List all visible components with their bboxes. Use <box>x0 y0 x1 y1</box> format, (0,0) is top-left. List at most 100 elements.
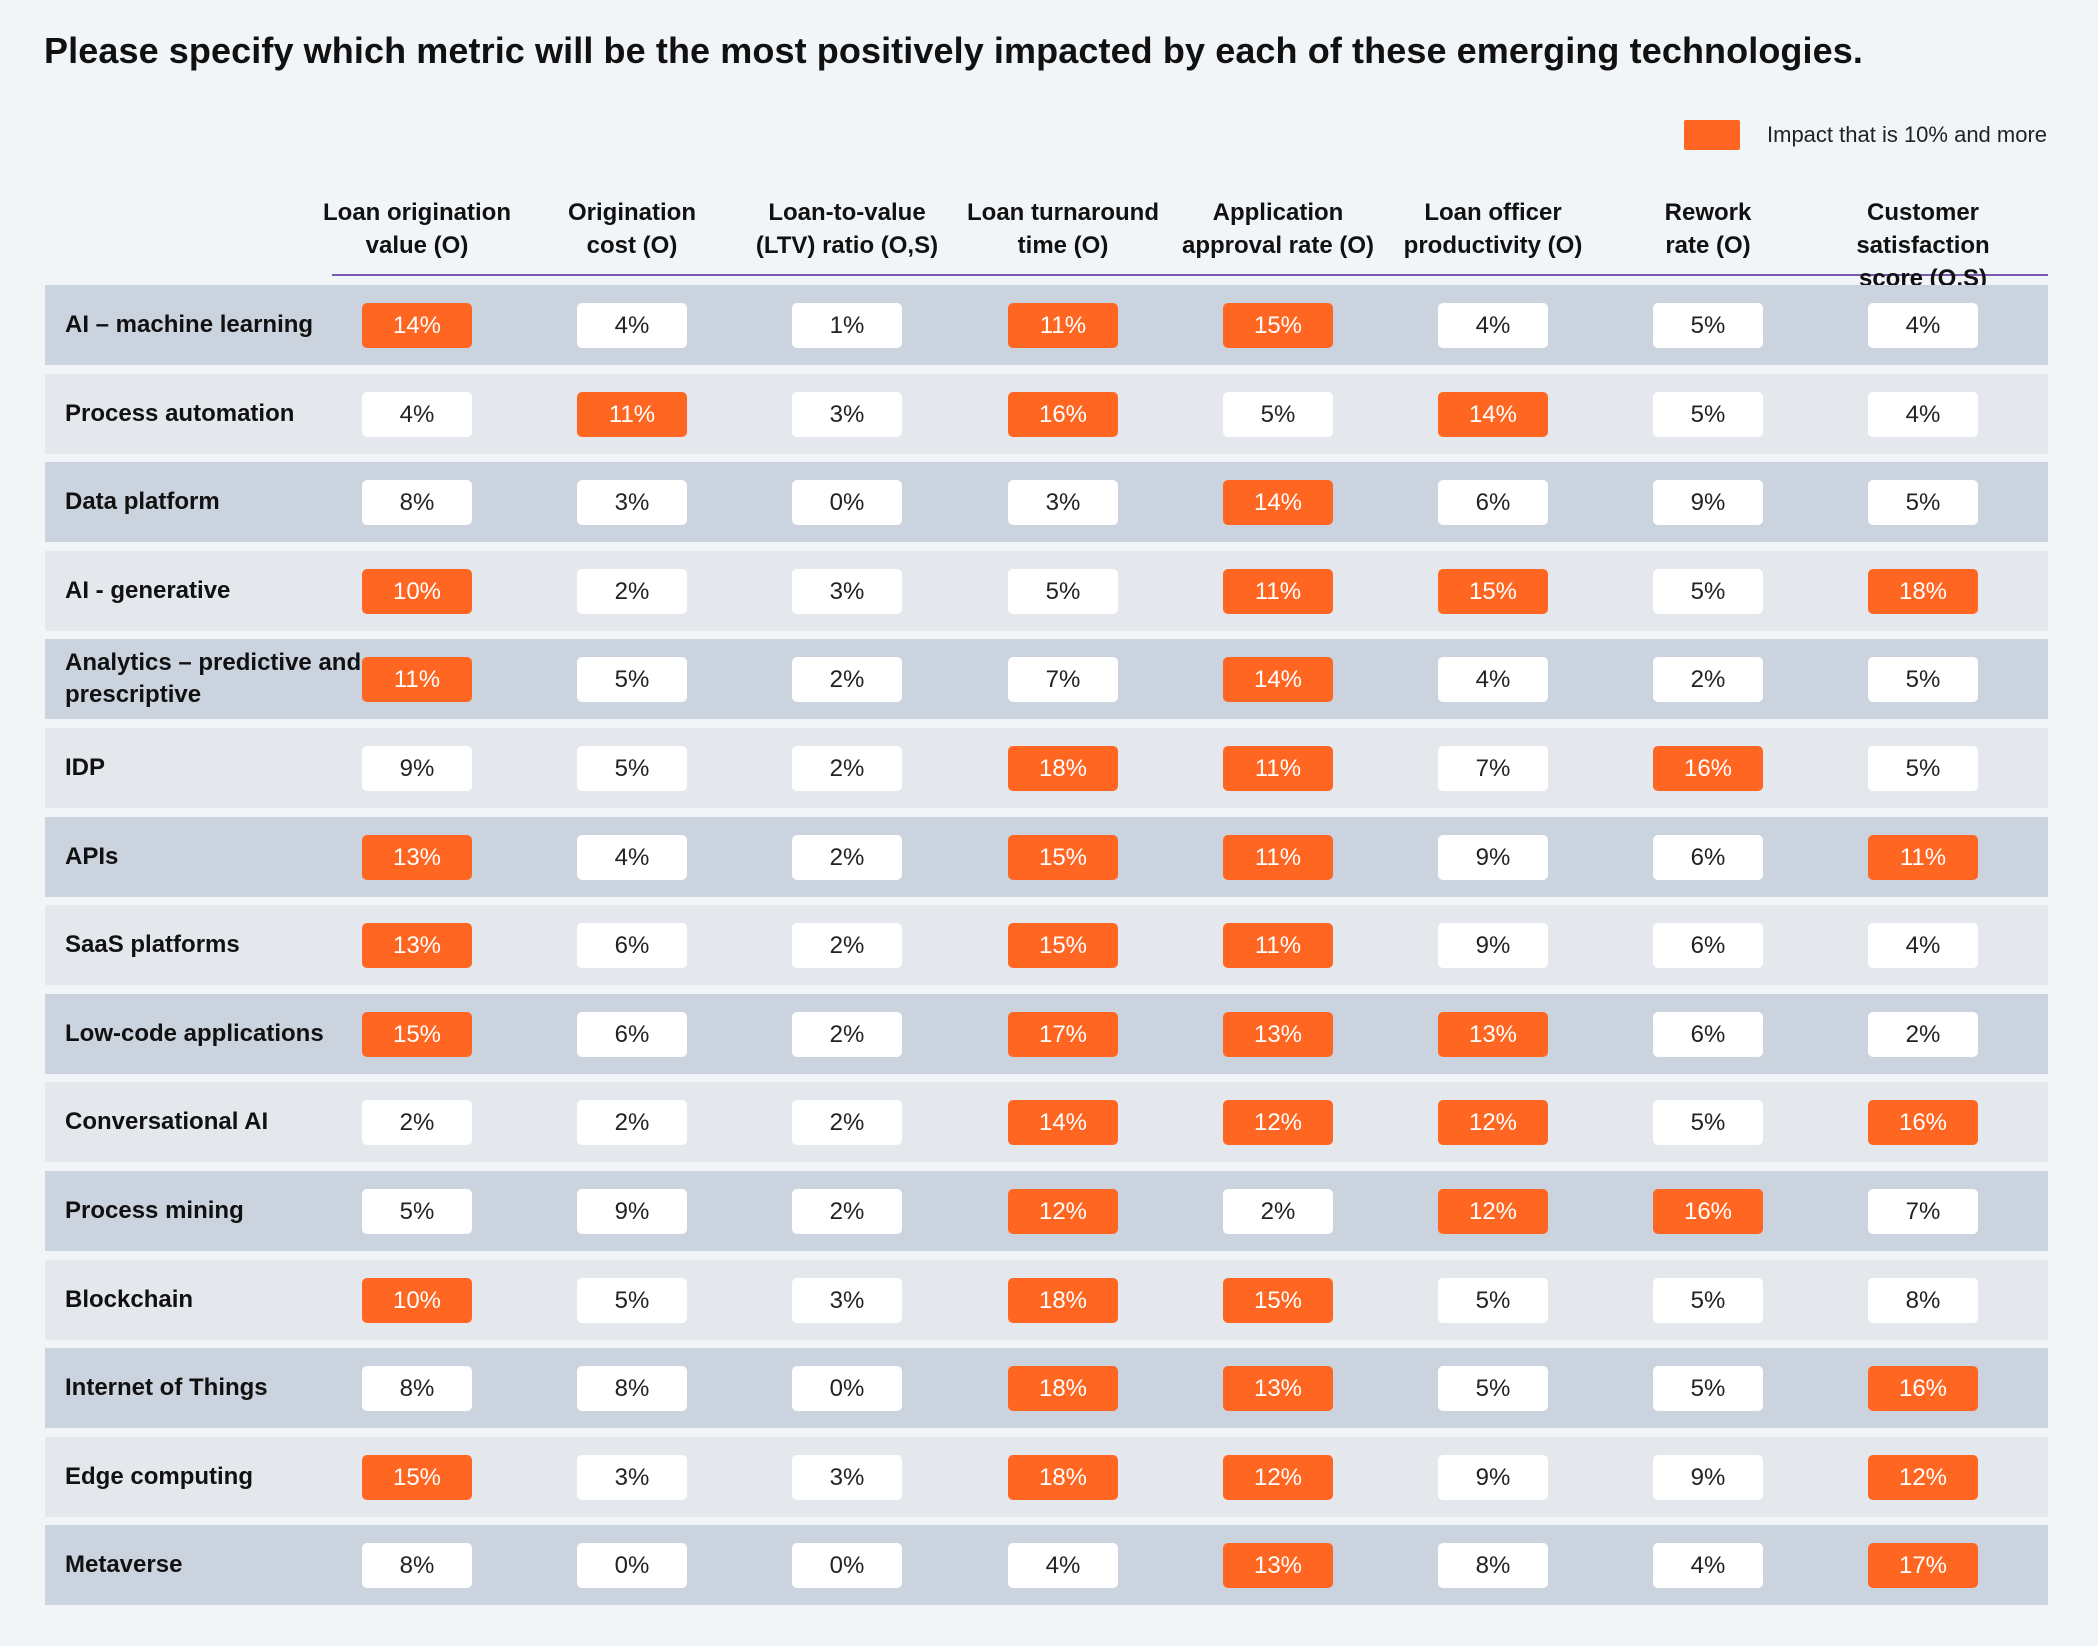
table-cell: 2% <box>577 1100 687 1145</box>
table-cell: 13% <box>362 923 472 968</box>
table-cell: 15% <box>1438 569 1548 614</box>
table-cell: 4% <box>1438 303 1548 348</box>
table-cell: 12% <box>1868 1455 1978 1500</box>
table-cell: 5% <box>1653 569 1763 614</box>
table-cell: 13% <box>1223 1366 1333 1411</box>
table-cell: 11% <box>1223 569 1333 614</box>
table-cell: 12% <box>1438 1100 1548 1145</box>
row-label: AI - generative <box>65 577 231 604</box>
table-cell: 15% <box>1223 1278 1333 1323</box>
table-cell: 4% <box>1008 1543 1118 1588</box>
row-label: Blockchain <box>65 1286 194 1313</box>
table-cell: 3% <box>1008 480 1118 525</box>
table-cell: 14% <box>1008 1100 1118 1145</box>
row-label: Data platform <box>65 488 220 515</box>
table-cell: 2% <box>792 1012 902 1057</box>
table-cell: 5% <box>1008 569 1118 614</box>
table-cell: 8% <box>577 1366 687 1411</box>
column-header: Customer satisfaction score (O,S) <box>1856 199 1990 292</box>
table-cell: 10% <box>362 1278 472 1323</box>
table-cell: 2% <box>577 569 687 614</box>
table-cell: 9% <box>1653 1455 1763 1500</box>
table-cell: 2% <box>792 1100 902 1145</box>
table-cell: 3% <box>792 1278 902 1323</box>
table-cell: 5% <box>1653 1278 1763 1323</box>
table-cell: 12% <box>1008 1189 1118 1234</box>
table-cell: 15% <box>1008 835 1118 880</box>
table-cell: 11% <box>1223 923 1333 968</box>
table-cell: 8% <box>1438 1543 1548 1588</box>
table-cell: 4% <box>362 392 472 437</box>
table-row: IDP 9% 5% 2% 18% 11% 7% 16% 5% <box>45 728 2048 808</box>
table-row: AI - generative 10% 2% 3% 5% 11% 15% 5% 18% <box>45 551 2048 631</box>
table-cell: 2% <box>362 1100 472 1145</box>
table-cell: 5% <box>577 657 687 702</box>
table-cell: 2% <box>792 746 902 791</box>
table-cell: 5% <box>1868 480 1978 525</box>
table-cell: 16% <box>1008 392 1118 437</box>
table-cell: 9% <box>1653 480 1763 525</box>
table-cell: 2% <box>792 1189 902 1234</box>
table-cell: 15% <box>1008 923 1118 968</box>
table-cell: 16% <box>1653 1189 1763 1234</box>
table-cell: 6% <box>577 1012 687 1057</box>
legend-swatch <box>1684 120 1740 150</box>
table-row: Metaverse 8% 0% 0% 4% 13% 8% 4% 17% <box>45 1525 2048 1605</box>
table-cell: 5% <box>577 1278 687 1323</box>
table-cell: 4% <box>1868 303 1978 348</box>
table-cell: 6% <box>1438 480 1548 525</box>
table-cell: 14% <box>1223 657 1333 702</box>
table-cell: 8% <box>362 1543 472 1588</box>
legend-label: Impact that is 10% and more <box>1767 122 2048 147</box>
page-title: Please specify which metric will be the … <box>44 30 1863 71</box>
table-cell: 8% <box>1868 1278 1978 1323</box>
table-cell: 5% <box>1868 657 1978 702</box>
table-cell: 9% <box>1438 835 1548 880</box>
table-row: Internet of Things 8% 8% 0% 18% 13% 5% 5% 16% <box>45 1348 2048 1428</box>
table-cell: 18% <box>1868 569 1978 614</box>
table-row: AI – machine learning 14% 4% 1% 11% 15% 4% 5% 4% <box>45 285 2048 365</box>
table-cell: 2% <box>1868 1012 1978 1057</box>
column-header: Loan-to-value (LTV) ratio (O,S) <box>755 199 939 259</box>
table-cell: 5% <box>1653 303 1763 348</box>
table-cell: 11% <box>577 392 687 437</box>
table-cell: 14% <box>1438 392 1548 437</box>
table-row: SaaS platforms 13% 6% 2% 15% 11% 9% 6% 4% <box>45 905 2048 985</box>
table-cell: 0% <box>792 1543 902 1588</box>
table-cell: 4% <box>1653 1543 1763 1588</box>
table-cell: 4% <box>577 303 687 348</box>
row-label: Internet of Things <box>65 1374 268 1401</box>
table-cell: 0% <box>577 1543 687 1588</box>
table-cell: 2% <box>792 835 902 880</box>
column-header: Loan turnaround time (O) <box>967 199 1159 259</box>
table-cell: 5% <box>577 746 687 791</box>
table-row: Conversational AI 2% 2% 2% 14% 12% 12% 5% 16% <box>45 1082 2048 1162</box>
table-cell: 17% <box>1868 1543 1978 1588</box>
table-cell: 7% <box>1868 1189 1978 1234</box>
table-row: Process automation 4% 11% 3% 16% 5% 14% 5% 4% <box>45 374 2048 454</box>
table-cell: 18% <box>1008 1455 1118 1500</box>
table-cell: 1% <box>792 303 902 348</box>
table-row: Data platform 8% 3% 0% 3% 14% 6% 9% 5% <box>45 462 2048 542</box>
table-cell: 2% <box>792 923 902 968</box>
table-cell: 8% <box>362 1366 472 1411</box>
row-label: Analytics – predictive and prescriptive <box>65 649 362 708</box>
row-label: Conversational AI <box>65 1108 269 1135</box>
table-cell: 14% <box>362 303 472 348</box>
row-label: Edge computing <box>65 1463 253 1490</box>
table-cell: 4% <box>577 835 687 880</box>
table-row: Blockchain 10% 5% 3% 18% 15% 5% 5% 8% <box>45 1260 2048 1340</box>
table-cell: 7% <box>1008 657 1118 702</box>
column-header: Application approval rate (O) <box>1181 199 1375 259</box>
table-row: Low-code applications 15% 6% 2% 17% 13% 13% 6% 2… <box>45 994 2048 1074</box>
table-cell: 18% <box>1008 1278 1118 1323</box>
table-cell: 0% <box>792 480 902 525</box>
table-cell: 12% <box>1223 1100 1333 1145</box>
table-cell: 9% <box>577 1189 687 1234</box>
table-cell: 11% <box>1223 746 1333 791</box>
table-cell: 11% <box>1868 835 1978 880</box>
table-cell: 13% <box>1223 1543 1333 1588</box>
table-cell: 12% <box>1438 1189 1548 1234</box>
table-cell: 5% <box>1438 1278 1548 1323</box>
table-cell: 18% <box>1008 746 1118 791</box>
